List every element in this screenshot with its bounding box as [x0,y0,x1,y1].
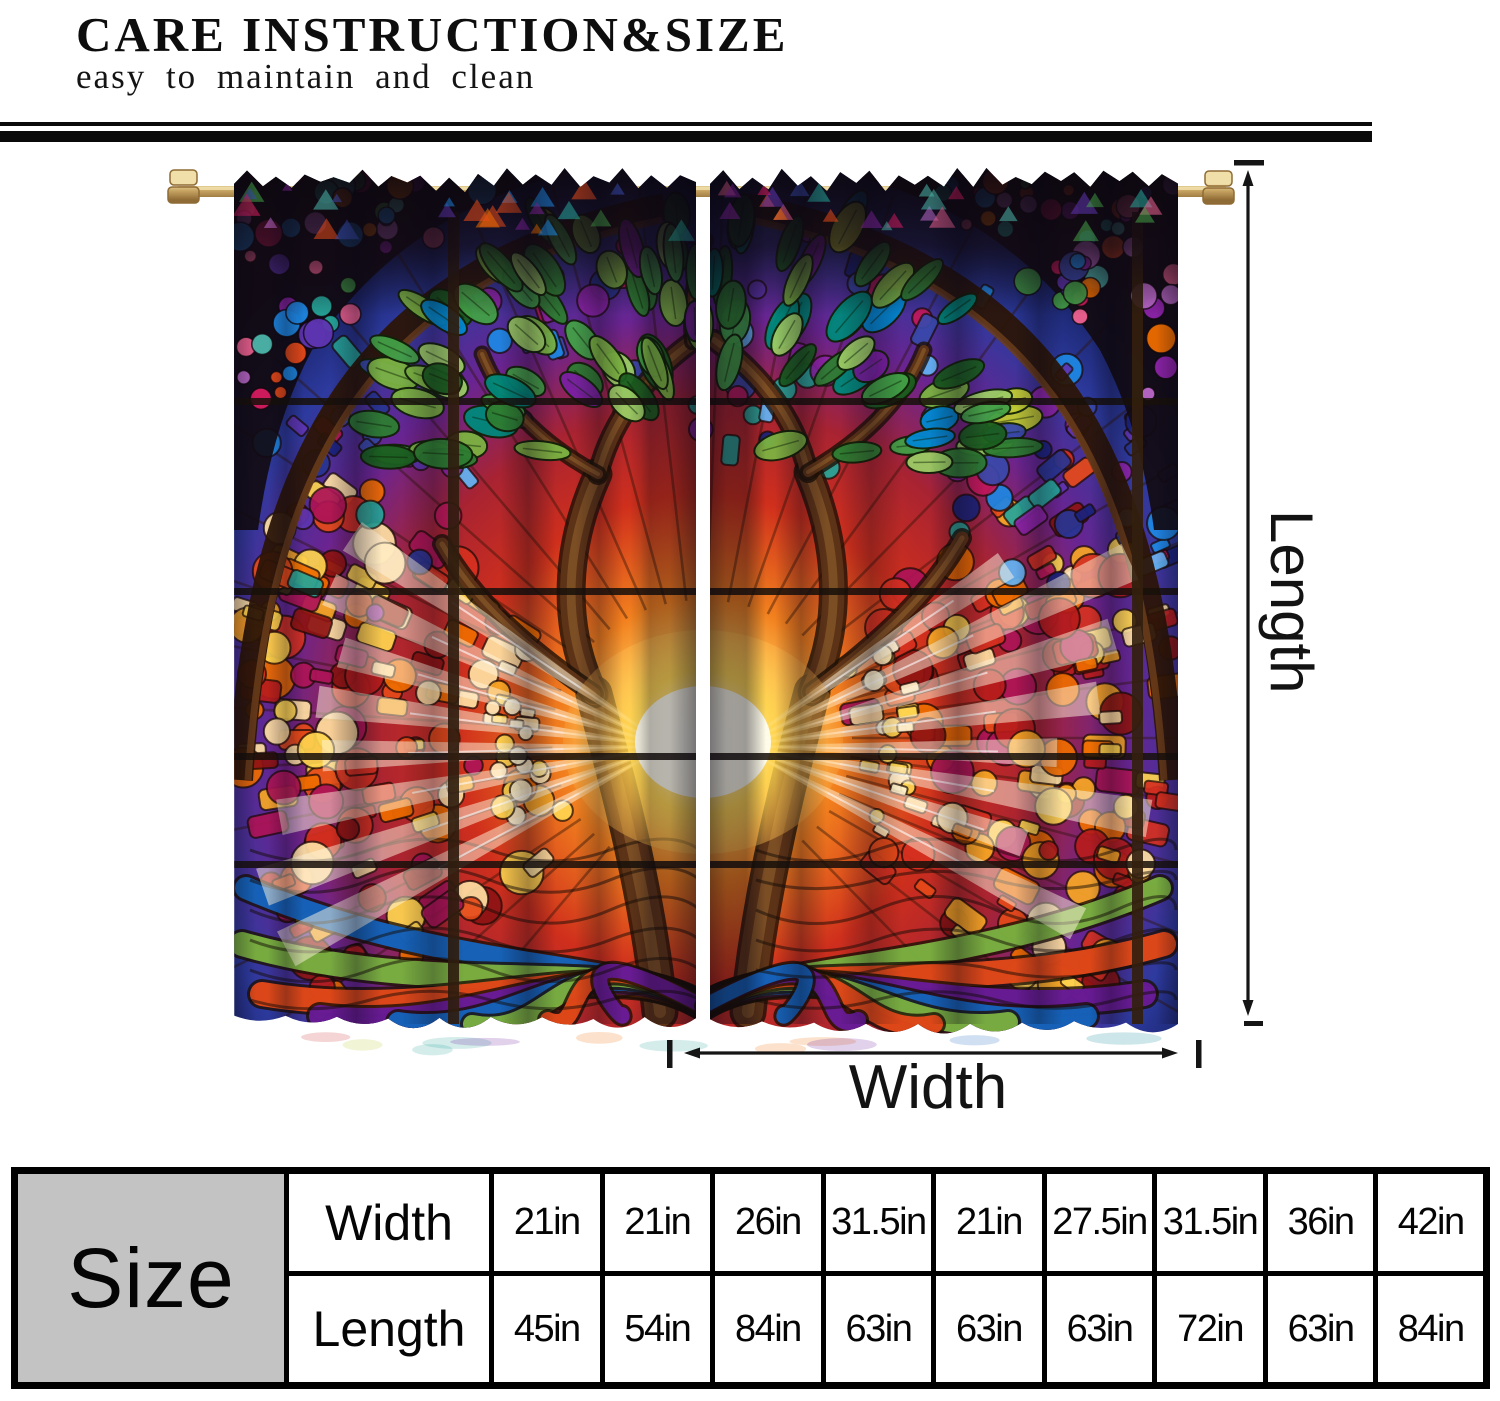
length-value: 63in [1041,1271,1158,1388]
width-dimension-label: Width [848,1053,1008,1122]
curtain-rod [178,186,1226,197]
curtain-panel-right [710,168,1178,1187]
curtain-panel-left [234,168,696,1187]
width-value: 21in [599,1168,716,1276]
length-value: 63in [1262,1271,1379,1388]
floor-reflection [422,1037,492,1049]
floor-reflection [639,1039,708,1052]
floor-reflection [412,1044,453,1056]
width-value: 31.5in [820,1168,937,1276]
width-value: 27.5in [1041,1168,1158,1276]
rod-finial-left [167,169,200,204]
length-value: 63in [931,1271,1047,1388]
floor-reflection [949,1035,1000,1046]
page-subtitle: easy to maintain and clean [76,57,536,96]
rod-finial-right [1202,170,1235,205]
size-corner-cell: Size [12,1168,289,1388]
width-value: 42in [1373,1168,1489,1276]
length-value: 72in [1152,1271,1268,1388]
floor-reflection [1086,1032,1162,1045]
length-dimension-label: Length [1258,510,1325,694]
length-value: 84in [710,1271,826,1388]
floor-reflection [301,1032,351,1042]
length-dimension-arrow [1234,160,1264,1026]
width-value: 26in [710,1168,826,1276]
divider-line-thin [0,122,1372,126]
width-dimension-arrow [667,1040,1202,1068]
floor-reflection [807,1038,877,1051]
width-value: 21in [489,1168,605,1276]
page-title: CARE INSTRUCTION&SIZE [76,7,789,62]
width-value: 21in [931,1168,1047,1276]
length-value: 45in [489,1271,605,1388]
table-row-length: Length 45in 54in 84in 63in 63in 63in 72i… [15,1271,1489,1388]
floor-reflection [342,1039,383,1051]
length-value: 84in [1373,1271,1489,1388]
length-value: 54in [599,1271,716,1388]
width-value: 36in [1262,1168,1379,1276]
length-row-label: Length [284,1271,494,1388]
floor-reflection [789,1037,857,1046]
width-value: 31.5in [1152,1168,1268,1276]
table-row-width: Size Width 21in 21in 26in 31.5in 21in 27… [12,1168,1489,1388]
floor-reflection [450,1037,520,1046]
floor-reflection [575,1031,623,1044]
divider-line-thick [0,131,1372,142]
length-value: 63in [820,1271,937,1388]
width-row-label: Width [284,1168,494,1276]
size-table: Size Width 21in 21in 26in 31.5in 21in 27… [11,1167,1490,1389]
